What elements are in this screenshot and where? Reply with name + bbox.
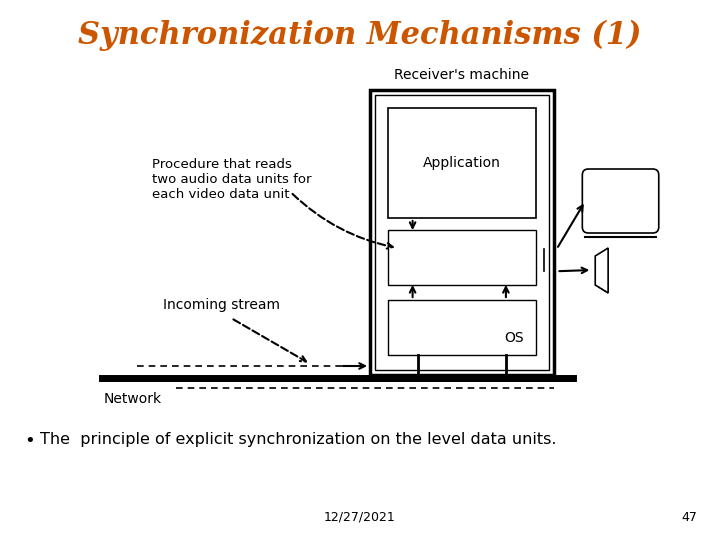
Bar (388, 300, 536, 355)
Polygon shape (595, 248, 608, 293)
Text: OS: OS (504, 331, 523, 345)
Text: 47: 47 (682, 511, 698, 524)
Bar (388, 230, 536, 285)
Text: Receiver's machine: Receiver's machine (395, 68, 529, 82)
Text: 12/27/2021: 12/27/2021 (324, 511, 396, 524)
Text: Network: Network (104, 392, 162, 406)
Bar (388, 108, 536, 218)
Text: Incoming stream: Incoming stream (163, 298, 281, 312)
Text: Application: Application (423, 156, 500, 170)
Bar (375, 95, 549, 370)
Bar (370, 90, 554, 375)
FancyBboxPatch shape (582, 169, 659, 233)
Text: The  principle of explicit synchronization on the level data units.: The principle of explicit synchronizatio… (40, 432, 557, 447)
Text: Synchronization Mechanisms (1): Synchronization Mechanisms (1) (78, 19, 642, 51)
Text: •: • (24, 432, 35, 450)
Text: Procedure that reads
two audio data units for
each video data unit: Procedure that reads two audio data unit… (152, 158, 311, 201)
